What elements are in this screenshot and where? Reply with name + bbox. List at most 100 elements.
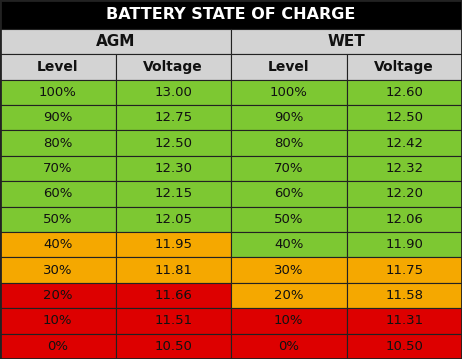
Bar bbox=[0, 334, 116, 359]
Text: 11.31: 11.31 bbox=[385, 314, 423, 327]
Bar bbox=[0, 130, 116, 156]
Text: 70%: 70% bbox=[274, 162, 304, 175]
Bar bbox=[346, 156, 462, 181]
Bar bbox=[346, 80, 462, 105]
Bar bbox=[231, 283, 346, 308]
Bar bbox=[0, 308, 116, 334]
Text: 12.42: 12.42 bbox=[385, 137, 423, 150]
Bar bbox=[116, 156, 231, 181]
Bar bbox=[0, 156, 116, 181]
Text: 10.50: 10.50 bbox=[154, 340, 192, 353]
Bar bbox=[0, 0, 462, 29]
Text: Level: Level bbox=[37, 60, 79, 74]
Bar bbox=[0, 181, 116, 207]
Text: 12.32: 12.32 bbox=[385, 162, 423, 175]
Text: 12.75: 12.75 bbox=[154, 111, 192, 124]
Bar bbox=[231, 207, 346, 232]
Text: 40%: 40% bbox=[43, 238, 73, 251]
Bar bbox=[231, 54, 346, 80]
Text: 12.50: 12.50 bbox=[154, 137, 192, 150]
Text: 12.06: 12.06 bbox=[385, 213, 423, 226]
Bar bbox=[346, 308, 462, 334]
Text: Voltage: Voltage bbox=[143, 60, 203, 74]
Text: Level: Level bbox=[268, 60, 310, 74]
Text: 11.95: 11.95 bbox=[154, 238, 192, 251]
Bar bbox=[116, 257, 231, 283]
Bar bbox=[116, 105, 231, 130]
Text: AGM: AGM bbox=[96, 34, 135, 49]
Bar bbox=[116, 207, 231, 232]
Text: 90%: 90% bbox=[274, 111, 304, 124]
Bar bbox=[231, 257, 346, 283]
Bar bbox=[116, 181, 231, 207]
Bar bbox=[231, 105, 346, 130]
Bar bbox=[346, 257, 462, 283]
Bar bbox=[116, 54, 231, 80]
Bar bbox=[231, 156, 346, 181]
Bar bbox=[116, 283, 231, 308]
Bar bbox=[346, 232, 462, 257]
Text: 20%: 20% bbox=[274, 289, 304, 302]
Bar bbox=[231, 130, 346, 156]
Text: 100%: 100% bbox=[270, 86, 308, 99]
Bar bbox=[0, 207, 116, 232]
Text: 80%: 80% bbox=[274, 137, 304, 150]
Bar bbox=[231, 29, 462, 54]
Text: 40%: 40% bbox=[274, 238, 304, 251]
Bar bbox=[346, 105, 462, 130]
Text: 12.20: 12.20 bbox=[385, 187, 423, 200]
Text: 10%: 10% bbox=[43, 314, 73, 327]
Bar bbox=[231, 80, 346, 105]
Bar bbox=[116, 130, 231, 156]
Text: 11.58: 11.58 bbox=[385, 289, 423, 302]
Bar bbox=[0, 257, 116, 283]
Text: 90%: 90% bbox=[43, 111, 73, 124]
Text: 11.51: 11.51 bbox=[154, 314, 192, 327]
Text: 10.50: 10.50 bbox=[385, 340, 423, 353]
Text: 80%: 80% bbox=[43, 137, 73, 150]
Text: BATTERY STATE OF CHARGE: BATTERY STATE OF CHARGE bbox=[106, 7, 356, 22]
Bar bbox=[346, 334, 462, 359]
Text: 11.90: 11.90 bbox=[385, 238, 423, 251]
Text: 11.75: 11.75 bbox=[385, 264, 423, 277]
Bar bbox=[0, 232, 116, 257]
Text: 50%: 50% bbox=[274, 213, 304, 226]
Text: 60%: 60% bbox=[43, 187, 73, 200]
Bar bbox=[231, 334, 346, 359]
Bar bbox=[346, 181, 462, 207]
Text: 20%: 20% bbox=[43, 289, 73, 302]
Text: 60%: 60% bbox=[274, 187, 304, 200]
Bar bbox=[346, 54, 462, 80]
Bar bbox=[0, 80, 116, 105]
Bar bbox=[0, 29, 231, 54]
Bar bbox=[0, 54, 116, 80]
Text: 11.66: 11.66 bbox=[154, 289, 192, 302]
Bar bbox=[116, 80, 231, 105]
Text: 0%: 0% bbox=[47, 340, 68, 353]
Text: 13.00: 13.00 bbox=[154, 86, 192, 99]
Text: 100%: 100% bbox=[39, 86, 77, 99]
Text: 70%: 70% bbox=[43, 162, 73, 175]
Text: 12.05: 12.05 bbox=[154, 213, 192, 226]
Text: 10%: 10% bbox=[274, 314, 304, 327]
Bar bbox=[231, 181, 346, 207]
Text: 50%: 50% bbox=[43, 213, 73, 226]
Text: 12.50: 12.50 bbox=[385, 111, 423, 124]
Text: 12.60: 12.60 bbox=[385, 86, 423, 99]
Text: WET: WET bbox=[328, 34, 365, 49]
Bar bbox=[346, 130, 462, 156]
Text: 11.81: 11.81 bbox=[154, 264, 192, 277]
Bar bbox=[231, 232, 346, 257]
Bar bbox=[116, 334, 231, 359]
Bar bbox=[231, 308, 346, 334]
Bar bbox=[0, 105, 116, 130]
Text: 30%: 30% bbox=[274, 264, 304, 277]
Bar bbox=[0, 283, 116, 308]
Bar bbox=[346, 283, 462, 308]
Bar bbox=[346, 207, 462, 232]
Text: 12.15: 12.15 bbox=[154, 187, 192, 200]
Text: Voltage: Voltage bbox=[374, 60, 434, 74]
Text: 12.30: 12.30 bbox=[154, 162, 192, 175]
Bar bbox=[116, 232, 231, 257]
Text: 0%: 0% bbox=[278, 340, 299, 353]
